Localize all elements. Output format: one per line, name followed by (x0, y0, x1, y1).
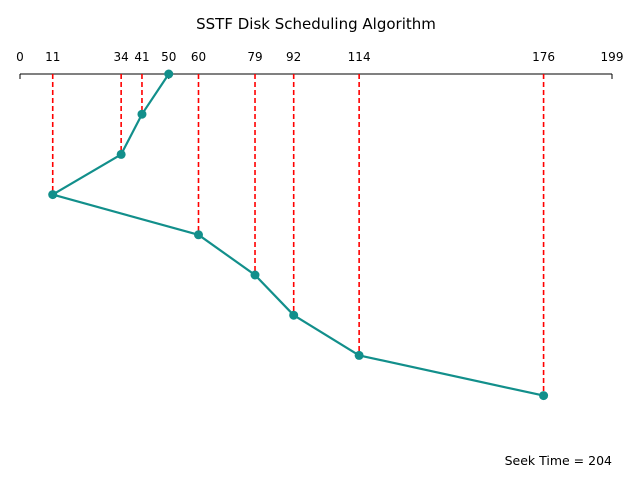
x-tick-label: 60 (191, 50, 206, 64)
seek-point (48, 190, 58, 200)
x-tick-label: 92 (286, 50, 301, 64)
x-tick-label: 79 (247, 50, 262, 64)
seek-points (48, 69, 549, 401)
seek-line (51, 73, 544, 397)
seek-point (250, 270, 260, 280)
seek-point (539, 391, 549, 401)
seek-point (193, 230, 203, 240)
seek-point (289, 310, 299, 320)
seek-path (51, 73, 544, 397)
x-tick-label: 50 (161, 50, 176, 64)
x-axis-ticks: 0 11 34 41 50 60 79 92 114 176 199 (16, 50, 623, 79)
x-tick-label: 41 (134, 50, 149, 64)
x-tick-label: 114 (348, 50, 371, 64)
seek-time-label: Seek Time = 204 (505, 453, 612, 468)
x-tick-label: 34 (114, 50, 129, 64)
x-tick-label: 11 (45, 50, 60, 64)
guide-lines (51, 74, 545, 396)
seek-point (116, 149, 126, 159)
seek-point (354, 350, 364, 360)
x-tick-label: 0 (16, 50, 24, 64)
x-tick-label: 199 (601, 50, 624, 64)
chart-title: SSTF Disk Scheduling Algorithm (196, 15, 436, 33)
x-tick-label: 176 (532, 50, 555, 64)
seek-point (137, 109, 147, 119)
seek-point (164, 69, 174, 79)
